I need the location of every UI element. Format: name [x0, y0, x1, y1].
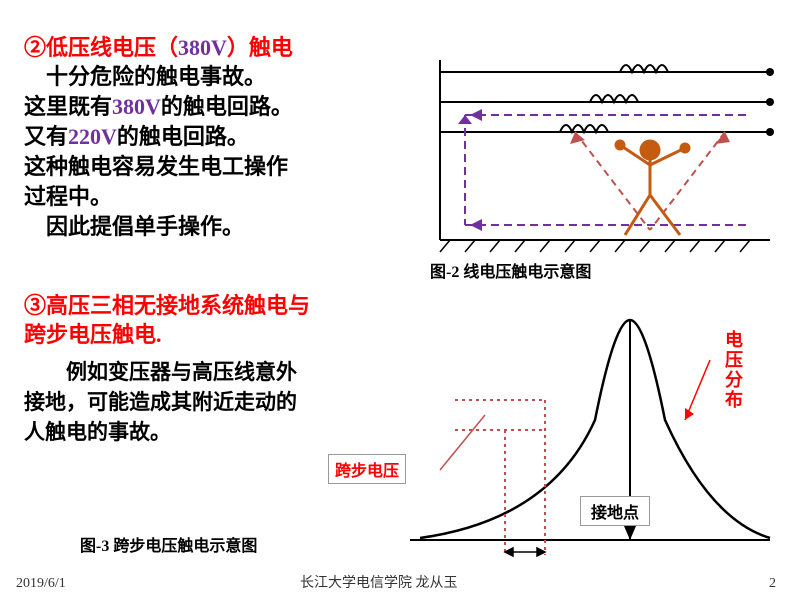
s2-line6: 因此提倡单手操作。 [24, 212, 244, 243]
section2-prefix: ② [24, 35, 46, 60]
line-voltage-diagram [420, 30, 780, 260]
s2-l3v: 220V [68, 124, 117, 149]
diagram1-caption: 图-2 线电压触电示意图 [430, 258, 591, 282]
s3-line2: 接地，可能造成其附近走动的 [24, 388, 297, 417]
s2-l2b: 的触电回路。 [161, 94, 293, 119]
s2-l2a: 这里既有 [24, 94, 112, 119]
section2-t1: 低压线电压（ [46, 35, 178, 60]
s2-line5: 过程中。 [24, 182, 112, 213]
voltage-distribution-label: 电压分布 [720, 330, 746, 410]
cap1-a: 图-2 [430, 264, 459, 281]
step-voltage-label: 跨步电压 [328, 454, 406, 484]
footer-page-number: 2 [769, 576, 776, 592]
section2-t2: ）触电 [227, 35, 293, 60]
cap2-a: 图-3 [80, 538, 109, 555]
s3-line3: 人触电的事故。 [24, 418, 171, 447]
s2-line1: 十分危险的触电事故。 [24, 62, 266, 93]
cap1-b: 线电压触电示意图 [459, 264, 591, 281]
s2-l3b: 的触电回路。 [117, 124, 249, 149]
s2-line3: 又有220V的触电回路。 [24, 122, 249, 153]
s2-line2: 这里既有380V的触电回路。 [24, 92, 293, 123]
footer-date: 2019/6/1 [16, 576, 66, 592]
s2-line4: 这种触电容易发生电工操作 [24, 152, 288, 183]
ground-point-label: 接地点 [580, 496, 650, 526]
section3-heading: ③高压三相无接地系统触电与 跨步电压触电. [24, 292, 310, 349]
s3-t1: ③高压三相无接地系统触电与 [24, 293, 310, 318]
s3-t2: 跨步电压触电. [24, 322, 162, 347]
section2-voltage: 380V [178, 35, 227, 60]
footer-author: 长江大学电信学院 龙从玉 [300, 572, 458, 592]
s2-l3a: 又有 [24, 124, 68, 149]
s3-line1: 例如变压器与高压线意外 [24, 358, 297, 387]
diagram2-caption: 图-3 跨步电压触电示意图 [80, 532, 257, 556]
s2-l2v: 380V [112, 94, 161, 119]
section2-heading: ②低压线电压（380V）触电 [24, 30, 293, 62]
cap2-b: 跨步电压触电示意图 [109, 538, 257, 555]
